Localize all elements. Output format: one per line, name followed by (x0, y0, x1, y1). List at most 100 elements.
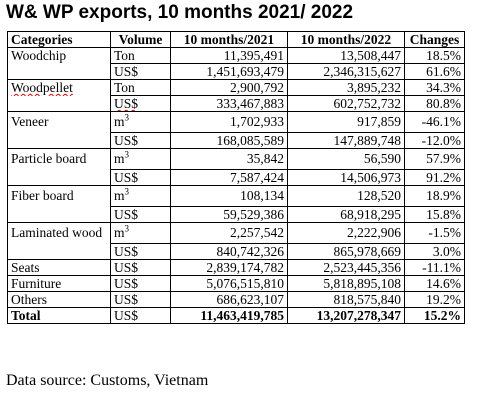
category-cell: Furniture (7, 275, 111, 292)
change-cell: -12.0% (404, 132, 465, 149)
header-changes: Changes (404, 31, 465, 48)
table-row: US$ 59,529,386 68,918,295 15.8% (7, 206, 465, 223)
page-title: W& WP exports, 10 months 2021/ 2022 (6, 2, 354, 23)
change-cell: 18.9% (404, 185, 465, 207)
category-cell: Others (7, 291, 111, 308)
value-2021-cell: 1,451,693,479 (170, 63, 288, 80)
value-2021-cell: 35,842 (170, 148, 288, 170)
value-2021-cell: 1,702,933 (170, 111, 288, 133)
exports-table: Categories Volume 10 months/2021 10 mont… (7, 31, 465, 324)
value-2021-cell: 686,623,107 (170, 291, 288, 308)
table-row: Veneer m3 1,702,933 917,859 -46.1% (7, 111, 465, 133)
unit-cell: Ton (110, 79, 171, 96)
value-2021-cell: 168,085,589 (170, 132, 288, 149)
category-cell: Particle board (7, 148, 111, 170)
value-2022-cell: 3,895,232 (287, 79, 405, 96)
unit-superscript: 3 (124, 186, 130, 197)
value-2021-cell: 11,463,419,785 (170, 307, 288, 324)
value-2022-cell: 2,523,445,356 (287, 259, 405, 276)
unit-label: US$ (114, 96, 139, 111)
value-2021-cell: 333,467,883 (170, 95, 288, 112)
value-2021-cell: 7,587,424 (170, 169, 288, 186)
value-2021-cell: 840,742,326 (170, 243, 288, 260)
value-2022-cell: 147,889,748 (287, 132, 405, 149)
table-row: US$ 1,451,693,479 2,346,315,627 61.6% (7, 63, 465, 80)
table-row: Furniture US$ 5,076,515,810 5,818,895,10… (7, 275, 465, 292)
data-source-note: Data source: Customs, Vietnam (6, 372, 209, 389)
change-cell: 19.2% (404, 291, 465, 308)
value-2022-cell: 602,752,732 (287, 95, 405, 112)
value-2021-cell: 11,395,491 (170, 47, 288, 64)
table-row: Particle board m3 35,842 56,590 57.9% (7, 148, 465, 170)
value-2021-cell: 2,257,542 (170, 222, 288, 244)
unit-cell: US$ (110, 95, 171, 112)
change-cell: 15.2% (404, 307, 465, 324)
value-2022-cell: 128,520 (287, 185, 405, 207)
value-2021-cell: 2,900,792 (170, 79, 288, 96)
table-row: US$ 168,085,589 147,889,748 -12.0% (7, 132, 465, 149)
table-row: Seats US$ 2,839,174,782 2,523,445,356 -1… (7, 259, 465, 276)
table-row: US$ 333,467,883 602,752,732 80.8% (7, 95, 465, 112)
change-cell: -11.1% (404, 259, 465, 276)
unit-cell: Ton (110, 47, 171, 64)
unit-cell: m3 (110, 148, 171, 170)
unit-cell: m3 (110, 111, 171, 133)
category-cell: Total (7, 307, 111, 324)
change-cell: -1.5% (404, 222, 465, 244)
unit-cell: US$ (110, 275, 171, 292)
category-cell (7, 95, 111, 112)
change-cell: 15.8% (404, 206, 465, 223)
value-2022-cell: 56,590 (287, 148, 405, 170)
unit-label: m (114, 188, 125, 203)
value-2021-cell: 108,134 (170, 185, 288, 207)
header-2021: 10 months/2021 (170, 31, 288, 48)
value-2022-cell: 13,207,278,347 (287, 307, 405, 324)
header-row: Categories Volume 10 months/2021 10 mont… (7, 31, 465, 48)
category-cell: Veneer (7, 111, 111, 133)
category-cell: Seats (7, 259, 111, 276)
value-2021-cell: 59,529,386 (170, 206, 288, 223)
category-cell (7, 243, 111, 260)
table-row: Woodchip Ton 11,395,491 13,508,447 18.5% (7, 47, 465, 64)
unit-label: m (114, 151, 125, 166)
category-cell (7, 132, 111, 149)
value-2022-cell: 865,978,669 (287, 243, 405, 260)
category-cell: Fiber board (7, 185, 111, 207)
table-row: Laminated wood m3 2,257,542 2,222,906 -1… (7, 222, 465, 244)
unit-cell: US$ (110, 243, 171, 260)
change-cell: 14.6% (404, 275, 465, 292)
unit-cell: US$ (110, 291, 171, 308)
change-cell: 61.6% (404, 63, 465, 80)
unit-cell: US$ (110, 206, 171, 223)
change-cell: -46.1% (404, 111, 465, 133)
change-cell: 57.9% (404, 148, 465, 170)
category-label: Woodpellet (11, 80, 73, 96)
value-2022-cell: 2,346,315,627 (287, 63, 405, 80)
unit-cell: US$ (110, 132, 171, 149)
value-2022-cell: 818,575,840 (287, 291, 405, 308)
unit-label: m (114, 225, 125, 240)
value-2022-cell: 68,918,295 (287, 206, 405, 223)
category-cell: Woodchip (7, 47, 111, 64)
header-2022: 10 months/2022 (287, 31, 405, 48)
total-row: Total US$ 11,463,419,785 13,207,278,347 … (7, 307, 465, 324)
change-cell: 18.5% (404, 47, 465, 64)
category-cell: Laminated wood (7, 222, 111, 244)
category-cell (7, 206, 111, 223)
unit-cell: US$ (110, 307, 171, 324)
unit-cell: m3 (110, 222, 171, 244)
header-volume: Volume (110, 31, 171, 48)
unit-label: m (114, 114, 125, 129)
unit-superscript: 3 (124, 149, 130, 160)
unit-superscript: 3 (124, 223, 130, 234)
unit-cell: US$ (110, 259, 171, 276)
table-row: Others US$ 686,623,107 818,575,840 19.2% (7, 291, 465, 308)
value-2022-cell: 13,508,447 (287, 47, 405, 64)
change-cell: 34.3% (404, 79, 465, 96)
category-cell: Woodpellet (7, 79, 111, 96)
category-cell (7, 63, 111, 80)
table-row: Woodpellet Ton 2,900,792 3,895,232 34.3% (7, 79, 465, 96)
unit-cell: m3 (110, 185, 171, 207)
header-categories: Categories (7, 31, 111, 48)
table-row: US$ 7,587,424 14,506,973 91.2% (7, 169, 465, 186)
